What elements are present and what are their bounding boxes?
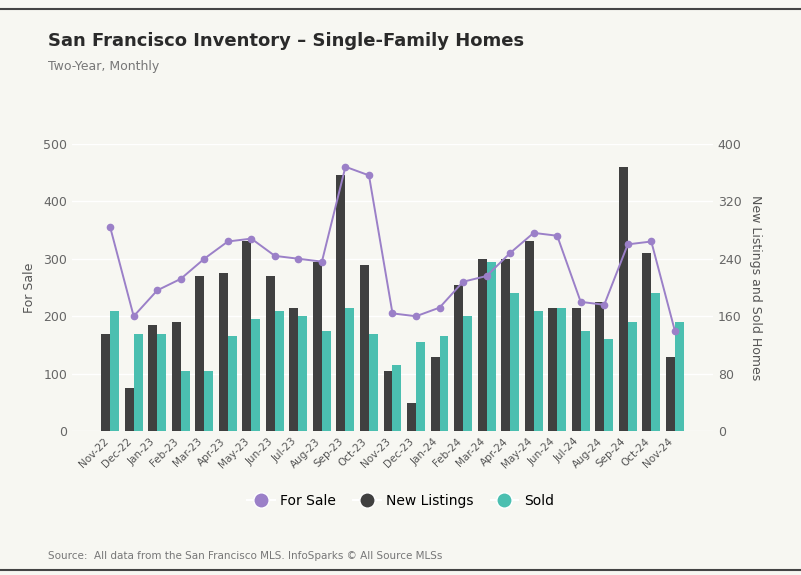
Bar bbox=[510, 293, 519, 431]
Bar bbox=[557, 308, 566, 431]
Bar bbox=[369, 334, 378, 431]
Bar bbox=[252, 319, 260, 431]
Bar bbox=[666, 356, 674, 431]
Bar bbox=[243, 242, 252, 431]
Bar bbox=[125, 388, 134, 431]
Bar bbox=[299, 316, 308, 431]
Bar bbox=[157, 334, 166, 431]
Bar bbox=[477, 259, 486, 431]
Bar bbox=[604, 339, 614, 431]
Bar bbox=[195, 276, 204, 431]
Bar bbox=[416, 342, 425, 431]
Bar bbox=[111, 310, 119, 431]
Bar bbox=[548, 308, 557, 431]
Text: San Francisco Inventory – Single-Family Homes: San Francisco Inventory – Single-Family … bbox=[48, 32, 524, 49]
Bar bbox=[313, 262, 322, 431]
Bar bbox=[628, 322, 637, 431]
Bar bbox=[345, 308, 354, 431]
Bar bbox=[533, 310, 542, 431]
Bar bbox=[463, 316, 472, 431]
Bar bbox=[204, 371, 213, 431]
Bar bbox=[181, 371, 190, 431]
Y-axis label: For Sale: For Sale bbox=[23, 262, 36, 313]
Bar bbox=[322, 331, 331, 431]
Bar bbox=[642, 253, 651, 431]
Bar bbox=[486, 262, 496, 431]
Bar bbox=[171, 322, 181, 431]
Bar bbox=[525, 242, 533, 431]
Bar bbox=[266, 276, 275, 431]
Bar bbox=[392, 365, 401, 431]
Legend: For Sale, New Listings, Sold: For Sale, New Listings, Sold bbox=[242, 488, 559, 513]
Bar bbox=[134, 334, 143, 431]
Bar bbox=[501, 259, 510, 431]
Bar bbox=[581, 331, 590, 431]
Bar bbox=[289, 308, 299, 431]
Y-axis label: New Listings and Sold Homes: New Listings and Sold Homes bbox=[750, 195, 763, 380]
Bar bbox=[227, 336, 237, 431]
Bar bbox=[336, 175, 345, 431]
Bar bbox=[619, 167, 628, 431]
Bar bbox=[360, 264, 369, 431]
Bar bbox=[148, 325, 157, 431]
Text: Two-Year, Monthly: Two-Year, Monthly bbox=[48, 60, 159, 74]
Bar bbox=[407, 402, 416, 431]
Bar bbox=[595, 302, 604, 431]
Bar bbox=[219, 273, 227, 431]
Text: Source:  All data from the San Francisco MLS. InfoSparks © All Source MLSs: Source: All data from the San Francisco … bbox=[48, 551, 442, 561]
Bar bbox=[454, 285, 463, 431]
Bar bbox=[275, 310, 284, 431]
Bar bbox=[384, 371, 392, 431]
Bar bbox=[674, 322, 684, 431]
Bar bbox=[101, 334, 111, 431]
Bar bbox=[572, 308, 581, 431]
Bar bbox=[431, 356, 440, 431]
Bar bbox=[651, 293, 660, 431]
Bar bbox=[440, 336, 449, 431]
